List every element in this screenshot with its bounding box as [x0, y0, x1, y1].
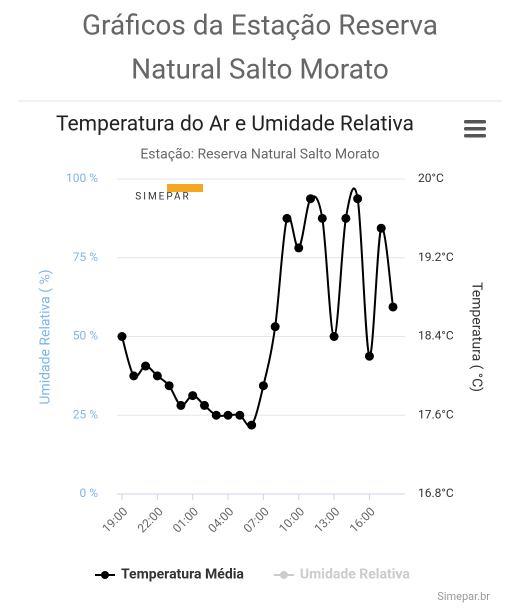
y2-tick-label: 16.8°C: [418, 486, 454, 500]
y2-tick-label: 20°C: [418, 171, 444, 185]
series-line: [121, 187, 394, 428]
legend-marker: [279, 571, 288, 579]
y-tick-label: 50 %: [73, 329, 98, 343]
x-tick-label: 19:00: [99, 504, 130, 535]
point: [270, 322, 280, 332]
point: [376, 223, 386, 233]
point: [306, 194, 316, 204]
y-tick-label: 25 %: [73, 407, 98, 421]
point: [211, 410, 221, 420]
x-tick-label: 04:00: [205, 504, 236, 535]
logo-mark: [167, 184, 203, 192]
menu-button[interactable]: [464, 120, 486, 138]
point: [235, 410, 245, 420]
y2-axis-title: Temperatura ( °C): [468, 282, 484, 392]
y-tick-label: 75 %: [73, 250, 98, 264]
point: [317, 213, 327, 223]
point: [176, 400, 186, 410]
point: [353, 194, 363, 204]
x-tick-label: 01:00: [170, 504, 201, 535]
point: [388, 302, 398, 312]
y-tick-label: 100 %: [66, 171, 98, 185]
legend-label: Umidade Relativa: [300, 567, 411, 583]
point: [188, 391, 198, 401]
y2-tick-label: 18.4°C: [418, 329, 454, 343]
legend-label: Temperatura Média: [121, 567, 244, 583]
point: [247, 420, 257, 430]
x-tick-label: 13:00: [311, 504, 342, 535]
point: [199, 400, 209, 410]
menu-bar: [464, 134, 486, 138]
y-tick-label: 0 %: [79, 486, 98, 500]
chart-title: Temperatura do Ar e Umidade Relativa: [56, 113, 414, 137]
y2-tick-label: 17.6°C: [418, 407, 454, 421]
point: [329, 332, 339, 341]
x-tick-label: 07:00: [241, 504, 272, 535]
point: [258, 381, 268, 391]
y2-tick-label: 19.2°C: [418, 250, 454, 264]
point: [223, 410, 233, 420]
point: [294, 243, 304, 253]
x-tick-label: 16:00: [347, 504, 378, 535]
point: [129, 371, 139, 381]
menu-bar: [464, 127, 486, 131]
point: [164, 381, 174, 391]
menu-bar: [464, 120, 486, 124]
legend-item[interactable]: Temperatura Média: [95, 567, 244, 583]
x-tick-label: 22:00: [135, 504, 166, 535]
legend-marker: [101, 571, 109, 579]
chart-subtitle: Estação: Reserva Natural Salto Morato: [140, 147, 379, 163]
credit: Simepar.br: [437, 590, 490, 603]
point: [141, 361, 151, 371]
logo: SIMEPAR: [135, 192, 190, 203]
point: [117, 332, 127, 341]
y-axis-title: Umidade Relativa ( %): [38, 269, 54, 404]
x-tick-label: 10:00: [276, 504, 307, 535]
header-title: Natural Salto Morato: [131, 52, 389, 85]
header-title: Gráficos da Estação Reserva: [82, 8, 438, 41]
point: [282, 213, 292, 223]
point: [152, 371, 162, 381]
point: [364, 351, 374, 361]
point: [341, 213, 351, 223]
legend-item[interactable]: Umidade Relativa: [273, 567, 411, 583]
